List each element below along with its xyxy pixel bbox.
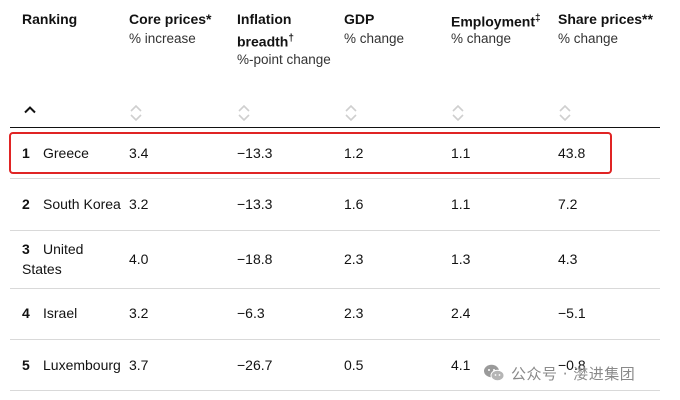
share-prices-cell: 43.8 xyxy=(558,145,586,161)
row-divider xyxy=(10,230,660,231)
inflation-breadth-cell: −6.3 xyxy=(237,305,265,321)
sort-gdp-button[interactable] xyxy=(344,103,358,123)
row-divider xyxy=(10,339,660,340)
row-divider xyxy=(10,178,660,179)
country-cell: Israel xyxy=(43,305,78,321)
rank-cell: 3 xyxy=(22,241,30,257)
employment-cell: 1.1 xyxy=(451,196,471,212)
share-prices-cell: −5.1 xyxy=(558,305,586,321)
sort-arrows-icon xyxy=(238,104,250,122)
inflation-breadth-cell: −18.8 xyxy=(237,251,273,267)
rank-cell: 1 xyxy=(22,145,30,161)
gdp-cell: 0.5 xyxy=(344,357,364,373)
sort-employment-button[interactable] xyxy=(451,103,465,123)
gdp-cell: 2.3 xyxy=(344,251,364,267)
rank-cell: 5 xyxy=(22,357,30,373)
sort-inflation-breadth-button[interactable] xyxy=(237,103,251,123)
core-prices-cell: 3.4 xyxy=(129,145,149,161)
share-prices-cell: 4.3 xyxy=(558,251,578,267)
header-employment: Employment‡ xyxy=(451,13,541,30)
header-ranking: Ranking xyxy=(22,11,78,27)
sort-core-prices-button[interactable] xyxy=(129,103,143,123)
sort-arrows-icon xyxy=(345,104,357,122)
sort-arrows-icon xyxy=(130,104,142,122)
header-inflation-breadth-line1: Inflation xyxy=(237,11,292,27)
core-prices-cell: 3.7 xyxy=(129,357,149,373)
header-employment-unit: % change xyxy=(451,31,512,46)
watermark-text: 公众号 · 漤进集团 xyxy=(511,364,636,383)
country-cell: South Korea xyxy=(43,196,121,212)
watermark: 公众号 · 漤进集团 xyxy=(483,361,635,385)
gdp-cell: 2.3 xyxy=(344,305,364,321)
core-prices-cell: 3.2 xyxy=(129,196,149,212)
header-gdp: GDP xyxy=(344,11,375,27)
inflation-breadth-cell: −13.3 xyxy=(237,145,273,161)
inflation-breadth-cell: −26.7 xyxy=(237,357,273,373)
sort-share-prices-button[interactable] xyxy=(558,103,572,123)
core-prices-cell: 4.0 xyxy=(129,251,149,267)
header-core-prices-unit: % increase xyxy=(129,31,196,46)
row-divider xyxy=(10,390,660,391)
employment-cell: 1.1 xyxy=(451,145,471,161)
sort-arrows-icon xyxy=(452,104,464,122)
employment-cell: 2.4 xyxy=(451,305,471,321)
rank-cell: 2 xyxy=(22,196,30,212)
gdp-cell: 1.2 xyxy=(344,145,364,161)
country-cell: Greece xyxy=(43,145,89,161)
inflation-breadth-cell: −13.3 xyxy=(237,196,273,212)
chevron-up-icon xyxy=(24,106,36,114)
country-cell-line2: States xyxy=(22,261,62,277)
employment-cell: 4.1 xyxy=(451,357,471,373)
gdp-cell: 1.6 xyxy=(344,196,364,212)
sort-arrows-icon xyxy=(559,104,571,122)
header-inflation-breadth-unit: %-point change xyxy=(237,52,331,67)
share-prices-cell: 7.2 xyxy=(558,196,578,212)
header-share-prices-unit: % change xyxy=(558,31,619,46)
share-prices-cell: −0.8 xyxy=(558,357,586,373)
header-gdp-unit: % change xyxy=(344,31,405,46)
core-prices-cell: 3.2 xyxy=(129,305,149,321)
rank-cell: 4 xyxy=(22,305,30,321)
header-core-prices: Core prices* xyxy=(129,11,212,27)
header-share-prices: Share prices** xyxy=(558,11,653,27)
country-cell-line1: United xyxy=(43,241,84,257)
header-inflation-breadth-line2: breadth† xyxy=(237,33,294,50)
highlight-box xyxy=(9,132,612,174)
header-divider xyxy=(10,127,660,128)
country-cell: Luxembourg xyxy=(43,357,121,373)
row-divider xyxy=(10,288,660,289)
sort-ranking-button[interactable] xyxy=(22,102,38,118)
employment-cell: 1.3 xyxy=(451,251,471,267)
wechat-icon xyxy=(484,364,505,382)
